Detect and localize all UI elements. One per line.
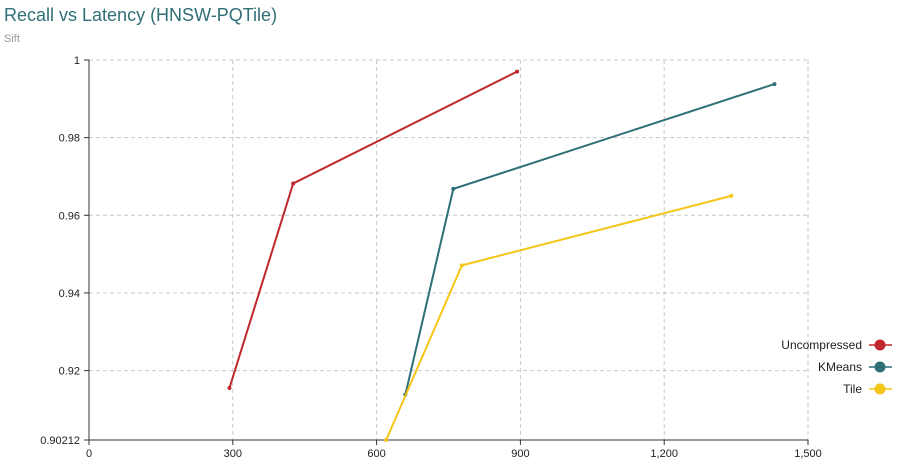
y-tick-label: 0.98 [59, 133, 80, 145]
x-tick-label: 1,200 [650, 448, 678, 460]
x-tick-label: 900 [511, 448, 529, 460]
series-line-kmeans [404, 83, 775, 395]
series-line-uncompressed [228, 70, 518, 389]
data-point-tile [459, 263, 464, 268]
chart-subtitle: Sift [4, 33, 20, 45]
x-tick-label: 1,500 [794, 448, 822, 460]
data-point-uncompressed [291, 181, 296, 186]
chart-title: Recall vs Latency (HNSW-PQTile) [4, 5, 278, 25]
y-tick-label: 0.96 [59, 210, 80, 222]
y-tick-label: 0.94 [59, 288, 80, 300]
data-point-tile [384, 438, 389, 442]
x-tick-label: 300 [224, 448, 242, 460]
series-line-tile [385, 194, 732, 441]
legend-marker [874, 361, 886, 373]
legend-label: Uncompressed [781, 338, 862, 352]
legend-label: KMeans [818, 360, 862, 374]
data-point-kmeans [772, 82, 777, 87]
data-point-uncompressed [515, 69, 520, 74]
data-point-uncompressed [227, 386, 232, 391]
y-tick-label: 0.90212 [40, 435, 80, 447]
data-point-tile [729, 193, 734, 198]
x-tick-label: 0 [86, 448, 92, 460]
legend-marker [874, 339, 886, 351]
legend-label: Tile [843, 382, 862, 396]
data-point-kmeans [451, 186, 456, 191]
x-tick-label: 600 [367, 448, 385, 460]
y-tick-label: 1 [74, 55, 80, 67]
y-tick-label: 0.92 [59, 366, 80, 378]
legend-marker [874, 383, 886, 395]
